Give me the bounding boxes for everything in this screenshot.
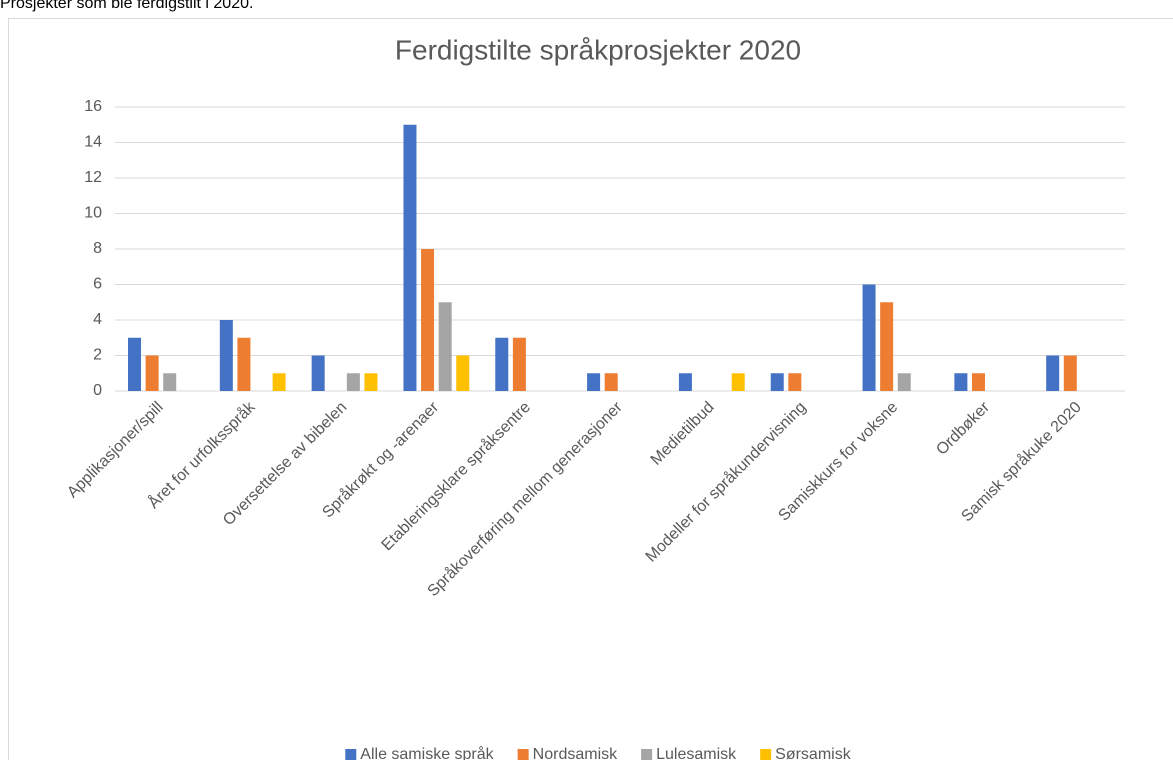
bar [731, 373, 745, 391]
bar [604, 373, 618, 391]
x-tick-label: Medietilbud [648, 399, 718, 469]
bar [954, 373, 968, 391]
x-tick-label: Ordbøker [933, 398, 993, 458]
legend-label: Alle samiske språk [360, 745, 494, 760]
bar [311, 355, 325, 391]
bar [1063, 355, 1077, 391]
chart-border [8, 18, 1173, 760]
x-tick-label: Språkoverføring mellom generasjoner [424, 398, 626, 600]
legend-swatch [517, 749, 529, 760]
y-tick-label: 8 [93, 240, 102, 257]
x-tick-label: Modeller for språkundervisning [642, 398, 809, 565]
bar [897, 373, 911, 391]
y-tick-label: 6 [93, 276, 102, 293]
bar [145, 355, 159, 391]
bar [770, 373, 784, 391]
heading: Prosjekter som ble ferdigstilt i 2020. [0, 0, 253, 12]
bar [587, 373, 601, 391]
bar [163, 373, 177, 391]
y-tick-label: 16 [84, 98, 102, 115]
legend-swatch [345, 749, 357, 760]
bar [880, 302, 894, 391]
bar [495, 337, 509, 391]
y-tick-label: 14 [84, 134, 102, 151]
bar [272, 373, 286, 391]
bar [364, 373, 378, 391]
bar [1046, 355, 1060, 391]
bar [862, 284, 876, 391]
legend-label: Lulesamisk [656, 746, 737, 760]
bar [346, 373, 360, 391]
bar [788, 373, 802, 391]
y-tick-label: 0 [93, 382, 102, 399]
bar [438, 302, 452, 391]
bar [456, 355, 470, 391]
bar [421, 249, 435, 391]
x-tick-label: Etableringsklare språksentre [378, 398, 534, 554]
bar [512, 337, 526, 391]
y-tick-label: 4 [93, 311, 102, 328]
legend-swatch [760, 749, 772, 760]
bar [678, 373, 692, 391]
legend-label: Sørsamisk [775, 746, 852, 760]
bar [237, 337, 251, 391]
y-tick-label: 12 [84, 169, 102, 186]
x-tick-label: Applikasjoner/spill [64, 399, 167, 502]
bar [128, 337, 142, 391]
bar [219, 320, 233, 391]
legend-swatch [641, 749, 653, 760]
legend-label: Nordsamisk [533, 746, 618, 760]
bar [403, 124, 417, 391]
y-tick-label: 2 [93, 347, 102, 364]
y-tick-label: 10 [84, 205, 102, 222]
chart-title: Ferdigstilte språkprosjekter 2020 [395, 34, 801, 65]
bar [971, 373, 985, 391]
